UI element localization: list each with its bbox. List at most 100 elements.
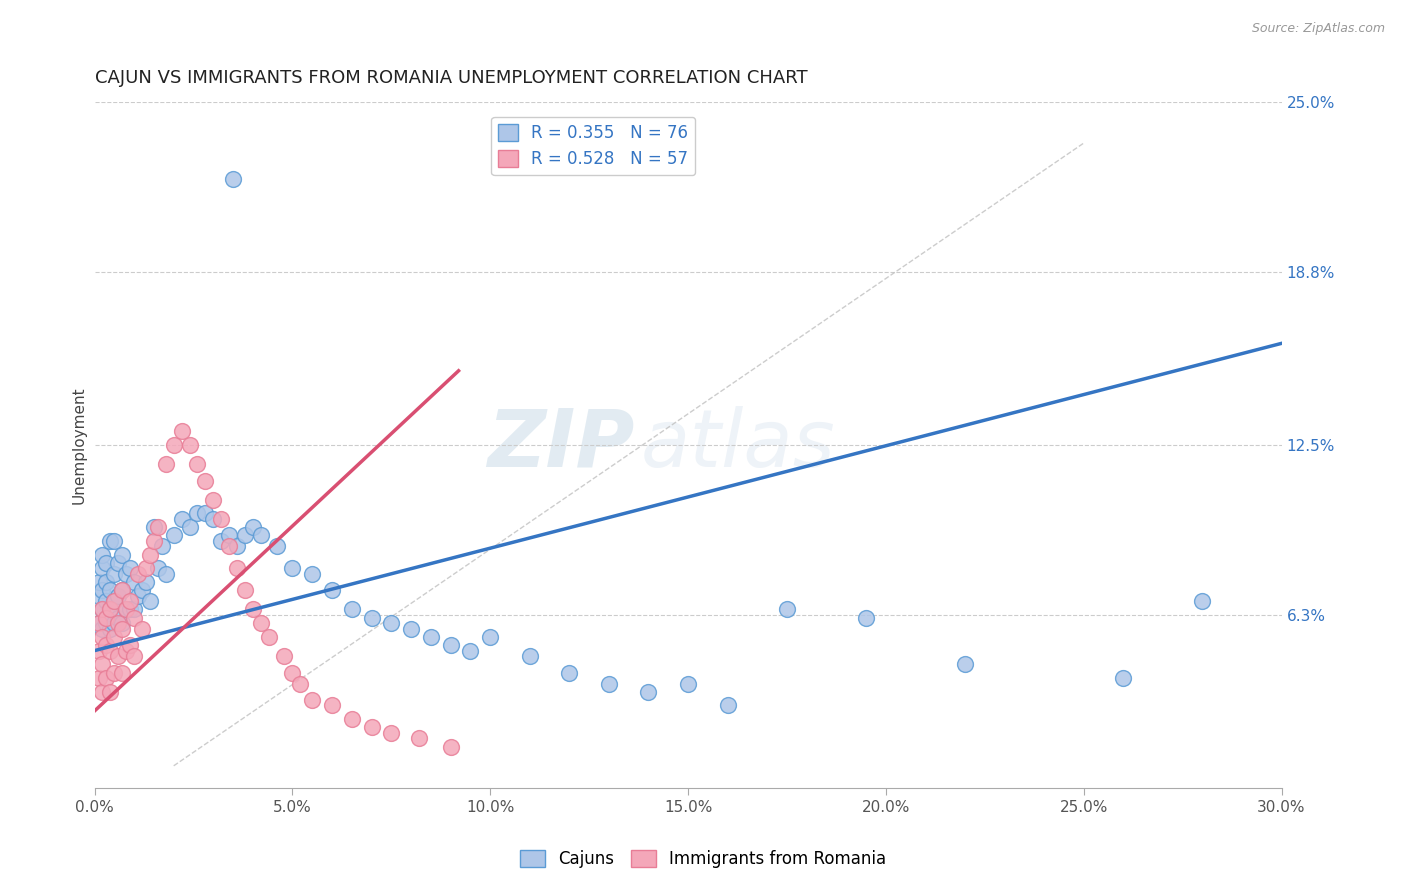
Point [155,566,177,581]
Point [115,566,138,581]
Point [218,528,240,542]
Text: CAJUN VS IMMIGRANTS FROM ROMANIA UNEMPLOYMENT CORRELATION CHART: CAJUN VS IMMIGRANTS FROM ROMANIA UNEMPLO… [94,69,807,87]
Point [855,610,877,624]
Point [380,616,402,631]
Point [249,528,271,542]
Text: ZIP: ZIP [488,406,634,483]
Point [127,566,149,581]
Legend: Cajuns, Immigrants from Romania: Cajuns, Immigrants from Romania [513,843,893,875]
Point [249,616,271,631]
Point [91,602,114,616]
Point [96,574,118,589]
Point [440,638,463,652]
Point [115,643,138,657]
Point [111,583,134,598]
Point [179,438,201,452]
Point [115,602,138,616]
Point [179,520,201,534]
Point [91,583,114,598]
Point [122,602,145,616]
Point [96,594,118,608]
Point [281,665,304,680]
Point [87,616,110,631]
Point [281,561,304,575]
Point [233,583,256,598]
Point [340,602,363,616]
Point [226,540,249,554]
Point [558,665,581,680]
Point [290,676,312,690]
Point [142,520,165,534]
Point [142,533,165,548]
Point [103,566,125,581]
Point [321,698,343,713]
Point [111,616,134,631]
Point [127,589,149,603]
Point [209,512,232,526]
Point [111,665,134,680]
Point [301,693,323,707]
Point [91,602,114,616]
Point [242,602,264,616]
Point [87,643,110,657]
Point [87,671,110,685]
Point [146,520,169,534]
Point [440,739,463,754]
Point [107,610,129,624]
Point [637,684,659,698]
Point [419,630,441,644]
Point [91,657,114,672]
Point [776,602,799,616]
Point [155,457,177,471]
Point [131,583,153,598]
Point [103,594,125,608]
Point [194,474,217,488]
Point [135,574,157,589]
Point [953,657,976,672]
Point [233,528,256,542]
Point [150,540,173,554]
Point [91,622,114,636]
Point [273,649,295,664]
Point [100,602,122,616]
Point [91,561,114,575]
Point [340,712,363,726]
Point [120,638,142,652]
Point [107,616,129,631]
Legend: R = 0.355   N = 76, R = 0.528   N = 57: R = 0.355 N = 76, R = 0.528 N = 57 [491,117,695,175]
Point [186,507,208,521]
Point [163,528,186,542]
Point [87,589,110,603]
Point [122,610,145,624]
Point [96,671,118,685]
Point [408,731,430,746]
Point [91,548,114,562]
Point [100,583,122,598]
Point [598,676,620,690]
Point [120,561,142,575]
Point [479,630,502,644]
Point [202,492,225,507]
Point [519,649,541,664]
Point [170,512,193,526]
Point [460,643,482,657]
Point [139,594,162,608]
Point [115,602,138,616]
Point [218,540,240,554]
Point [146,561,169,575]
Point [120,594,142,608]
Point [209,533,232,548]
Text: Source: ZipAtlas.com: Source: ZipAtlas.com [1251,22,1385,36]
Point [170,424,193,438]
Point [111,548,134,562]
Point [111,622,134,636]
Point [360,720,382,734]
Point [100,622,122,636]
Point [186,457,208,471]
Point [122,574,145,589]
Point [103,594,125,608]
Point [399,622,422,636]
Text: atlas: atlas [641,406,835,483]
Point [717,698,740,713]
Point [222,171,245,186]
